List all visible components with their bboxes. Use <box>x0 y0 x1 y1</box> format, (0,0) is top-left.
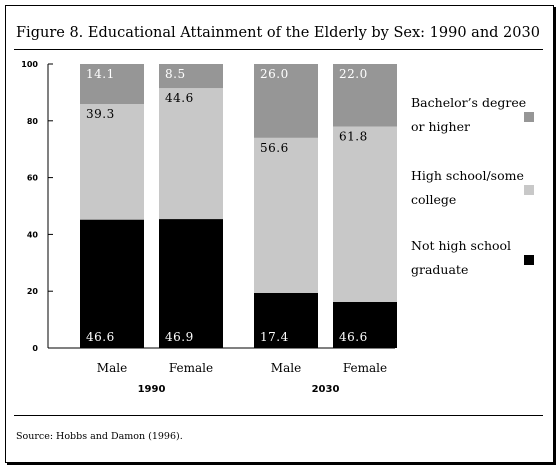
bar-value-label: 17.4 <box>260 330 289 344</box>
y-tick-label: 100 <box>21 60 38 69</box>
source-rule <box>14 415 543 416</box>
y-tick-label: 80 <box>27 117 39 126</box>
x-category-label: Male <box>271 361 301 375</box>
y-tick-label: 40 <box>27 230 39 239</box>
bar-value-label: 46.6 <box>86 330 115 344</box>
bar-value-label: 56.6 <box>260 141 289 155</box>
y-tick-label: 0 <box>32 344 38 353</box>
bar-value-label: 39.3 <box>86 107 115 121</box>
source-note: Source: Hobbs and Damon (1996). <box>16 431 183 442</box>
bar-segment <box>159 88 223 220</box>
x-category-label: Male <box>97 361 127 375</box>
bar-value-label: 8.5 <box>165 67 186 81</box>
x-category-label: Female <box>343 361 387 375</box>
bar-segment <box>159 219 223 348</box>
bar-segment <box>159 64 223 89</box>
legend-label: graduate <box>411 262 468 277</box>
legend-label: High school/some <box>411 168 524 183</box>
x-category-label: Female <box>169 361 213 375</box>
legend-swatch <box>524 255 534 265</box>
bar-segment <box>80 104 144 220</box>
bar-segment <box>254 64 318 138</box>
bar-value-label: 46.6 <box>339 330 368 344</box>
legend-swatch <box>524 112 534 122</box>
bar-segment <box>333 126 397 302</box>
legend-label: Bachelor’s degree <box>411 95 526 110</box>
x-group-label: 1990 <box>138 384 166 395</box>
bar-segment <box>254 137 318 293</box>
bar-segment <box>333 64 397 127</box>
bar-value-label: 46.9 <box>165 330 194 344</box>
bar-segment <box>80 219 144 348</box>
x-group-label: 2030 <box>312 384 340 395</box>
bar-value-label: 22.0 <box>339 67 368 81</box>
y-tick-label: 20 <box>27 287 39 296</box>
bar-value-label: 26.0 <box>260 67 289 81</box>
bar-value-label: 61.8 <box>339 129 368 143</box>
legend-swatch <box>524 185 534 195</box>
bar-value-label: 14.1 <box>86 67 115 81</box>
bar-segment <box>333 301 397 348</box>
figure-title: Figure 8. Educational Attainment of the … <box>16 25 540 41</box>
title-rule <box>14 49 543 50</box>
bar-segment <box>254 292 318 348</box>
legend-label: college <box>411 192 456 207</box>
y-tick-label: 60 <box>27 174 39 183</box>
legend-label: or higher <box>411 119 470 134</box>
legend-label: Not high school <box>411 238 511 253</box>
bar-value-label: 44.6 <box>165 91 194 105</box>
bar-segment <box>80 64 144 105</box>
